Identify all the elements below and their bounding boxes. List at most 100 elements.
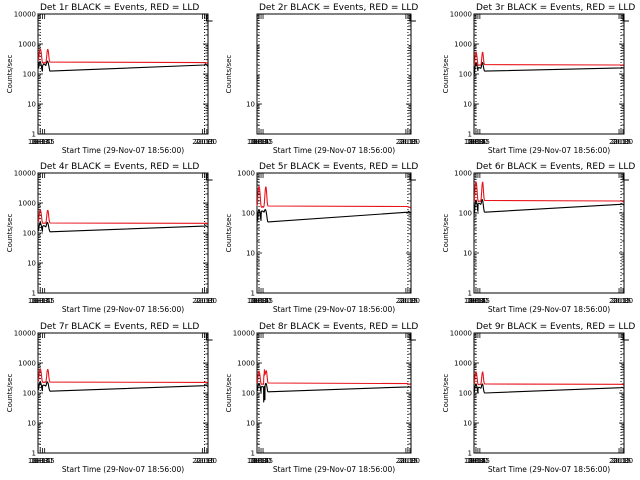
x-tick-label: 20:15: [611, 138, 631, 146]
y-axis-title: Counts/sec: [442, 374, 450, 413]
x-tick-label: 18:00: [247, 297, 267, 305]
x-tick-label: 20:30: [613, 138, 633, 146]
x-tick-label: 18:15: [249, 457, 269, 465]
x-tick-label: 20:30: [400, 138, 420, 146]
y-tick-label: 1: [32, 290, 36, 298]
x-tick-label: 20:15: [398, 457, 418, 465]
panel-title: Det 1r BLACK = Events, RED = LLD: [40, 3, 199, 13]
events-series-line: [37, 381, 208, 392]
events-series-line: [473, 62, 625, 75]
y-tick-label: 1000: [454, 360, 472, 368]
detector-panel-8: Det 8r BLACK = Events, RED = LLD 1 10 100 10…: [225, 322, 420, 474]
detector-panel-5: Det 5r BLACK = Events, RED = LLD 1 10 100 10…: [225, 162, 420, 314]
x-tick-label: 18:15: [466, 457, 486, 465]
plot-frame: [256, 13, 412, 135]
panel-title: Det 8r BLACK = Events, RED = LLD: [259, 322, 418, 332]
y-tick-label: 1: [32, 131, 36, 139]
y-tick-label: 100: [23, 230, 36, 238]
y-tick-label: 100: [242, 210, 255, 218]
y-tick-label: 10: [463, 101, 472, 109]
plot-frame: [37, 332, 209, 454]
x-tick-label: 18:00: [464, 138, 484, 146]
events-series-line: [37, 221, 208, 233]
x-tick-label: 20:00: [609, 457, 629, 465]
y-tick-label: 10000: [14, 11, 36, 19]
y-tick-label: 100: [242, 390, 255, 398]
panel-title: Det 7r BLACK = Events, RED = LLD: [40, 322, 199, 332]
y-tick-label: 100: [23, 390, 36, 398]
x-tick-label: 18:30: [251, 297, 271, 305]
x-tick-label: 18:45: [35, 138, 55, 146]
plot-frame: [256, 332, 412, 454]
x-axis-title: Start Time (29-Nov-07 18:56:00): [62, 146, 184, 155]
x-tick-label: 20:00: [192, 297, 212, 305]
x-tick-label: 20:00: [609, 138, 629, 146]
x-tick-label: 18:00: [28, 457, 48, 465]
y-tick-label: 1: [468, 290, 472, 298]
y-axis-title: Counts/sec: [225, 55, 233, 94]
y-tick-label: 10000: [14, 330, 36, 338]
x-axis-title: Start Time (29-Nov-07 18:56:00): [273, 305, 395, 314]
x-tick-label: 18:00: [28, 138, 48, 146]
x-tick-label: 18:15: [30, 297, 50, 305]
x-tick-label: 20:00: [192, 138, 212, 146]
x-tick-label: 18:15: [30, 457, 50, 465]
x-axis-title: Start Time (29-Nov-07 18:56:00): [488, 146, 610, 155]
interval-bracket: [622, 174, 629, 181]
x-tick-label: 18:30: [32, 138, 52, 146]
panel-title: Det 4r BLACK = Events, RED = LLD: [40, 162, 199, 172]
x-tick-label: 18:00: [247, 457, 267, 465]
y-tick-label: 100: [23, 71, 36, 79]
y-axis-title: Counts/sec: [442, 214, 450, 253]
y-tick-label: 100: [459, 390, 472, 398]
lld-series-line: [473, 51, 625, 67]
x-tick-label: 18:00: [28, 297, 48, 305]
x-tick-label: 20:30: [197, 457, 217, 465]
detector-panel-4: Det 4r BLACK = Events, RED = LLD 1 10 100 10…: [6, 162, 217, 314]
y-tick-label: 1000: [18, 41, 36, 49]
y-tick-label: 10: [246, 250, 255, 258]
x-tick-label: 20:30: [613, 457, 633, 465]
events-series-line: [37, 60, 209, 72]
x-tick-label: 18:00: [247, 138, 267, 146]
panel-title: Det 6r BLACK = Events, RED = LLD: [476, 162, 635, 172]
y-tick-label: 10: [27, 101, 36, 109]
events-series-line: [256, 208, 411, 223]
x-tick-label: 20:00: [192, 457, 212, 465]
detector-panel-2: Det 2r BLACK = Events, RED = LLD 10 18:001…: [225, 3, 420, 155]
y-tick-label: 10: [246, 420, 255, 428]
lld-series-line: [473, 371, 624, 386]
y-axis-title: Counts/sec: [6, 55, 14, 94]
x-tick-label: 20:00: [609, 297, 629, 305]
x-tick-label: 20:15: [611, 297, 631, 305]
lld-series-line: [37, 48, 208, 64]
y-tick-label: 10000: [450, 11, 472, 19]
y-tick-label: 1000: [454, 170, 472, 178]
x-tick-label: 20:15: [398, 138, 418, 146]
x-tick-label: 18:00: [464, 457, 484, 465]
x-axis-title: Start Time (29-Nov-07 18:56:00): [62, 465, 184, 474]
x-tick-label: 18:30: [468, 297, 488, 305]
x-tick-label: 18:30: [32, 457, 52, 465]
lld-series-line: [37, 368, 208, 384]
y-tick-label: 1: [251, 450, 255, 458]
plot-frame: [256, 172, 412, 294]
y-axis-title: Counts/sec: [225, 374, 233, 413]
y-tick-label: 10000: [450, 330, 472, 338]
x-axis-title: Start Time (29-Nov-07 18:56:00): [273, 465, 395, 474]
interval-bracket: [409, 334, 416, 341]
plot-frame: [37, 172, 209, 294]
y-tick-label: 1: [32, 450, 36, 458]
interval-bracket: [206, 174, 213, 181]
y-tick-label: 1000: [237, 360, 255, 368]
y-tick-label: 10: [27, 260, 36, 268]
x-tick-label: 20:30: [400, 297, 420, 305]
lld-series-line: [473, 181, 624, 203]
interval-bracket: [622, 15, 629, 22]
lld-series-line: [256, 369, 412, 386]
x-tick-label: 18:45: [35, 457, 55, 465]
x-axis-title: Start Time (29-Nov-07 18:56:00): [273, 146, 395, 155]
y-tick-label: 1: [468, 131, 472, 139]
y-tick-label: 10: [463, 250, 472, 258]
y-tick-label: 100: [459, 210, 472, 218]
